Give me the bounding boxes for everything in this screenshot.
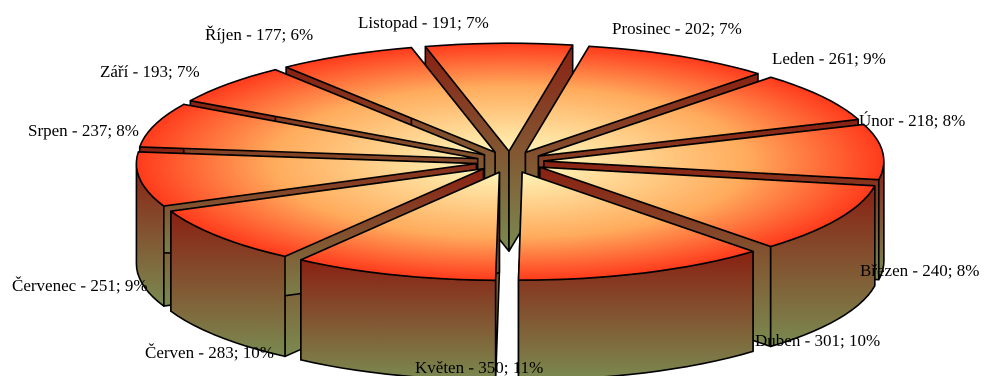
slice-label-kveten: Květen - 350; 11% bbox=[415, 358, 543, 376]
slice-label-duben: Duben - 301; 10% bbox=[755, 331, 880, 350]
slice-top bbox=[189, 68, 486, 156]
slice-top bbox=[285, 46, 496, 154]
pie-slice-cerven bbox=[300, 171, 501, 376]
slice-top bbox=[424, 42, 574, 153]
slice-top bbox=[543, 123, 885, 181]
slice-top bbox=[537, 76, 860, 157]
slice-label-srpen: Srpen - 237; 8% bbox=[28, 121, 139, 140]
slice-label-cerven: Červen - 283; 10% bbox=[145, 343, 274, 362]
pie-slice-kveten bbox=[517, 171, 754, 376]
slice-label-listopad: Listopad - 191; 7% bbox=[358, 13, 489, 32]
slice-top bbox=[517, 171, 754, 281]
slice-top bbox=[300, 171, 501, 282]
slice-top bbox=[138, 103, 479, 160]
slice-top bbox=[170, 167, 485, 258]
slice-label-cervenec: Červenec - 251; 9% bbox=[12, 276, 147, 295]
slice-label-leden: Leden - 261; 9% bbox=[772, 49, 886, 68]
slice-top bbox=[524, 45, 759, 154]
slice-label-prosinec: Prosinec - 202; 7% bbox=[612, 19, 742, 38]
slice-label-unor: Únor - 218; 8% bbox=[859, 111, 965, 130]
slice-label-brezen: Březen - 240; 8% bbox=[860, 261, 979, 280]
slice-label-rijen: Říjen - 177; 6% bbox=[205, 25, 313, 44]
slice-label-zari: Září - 193; 7% bbox=[100, 62, 200, 81]
slice-top bbox=[539, 166, 876, 248]
slice-top bbox=[135, 151, 478, 207]
data-labels: Leden - 261; 9% Únor - 218; 8% Březen - … bbox=[12, 13, 979, 376]
pie-slices bbox=[135, 42, 885, 376]
